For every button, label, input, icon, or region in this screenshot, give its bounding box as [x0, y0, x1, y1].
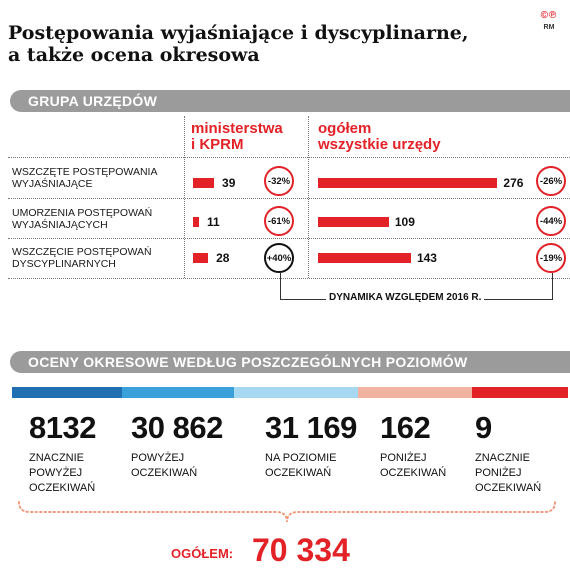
row-label-line: WSZCZĘTE POSTĘPOWANIA [12, 166, 158, 178]
dynamics-badge-all-offices-discontinued-explanatory: -44% [536, 206, 566, 236]
rating-label-below: PONIŻEJ OCZEKIWAŃ [380, 451, 446, 481]
rating-label-at-level: NA POZIOMIE OCZEKIWAŃ [265, 451, 337, 481]
bar-all-offices-initiated-disciplinary [318, 253, 411, 263]
rating-label-line: ZNACZNIE [29, 452, 84, 464]
dynamics-badge-all-offices-initiated-explanatory: -26% [536, 166, 566, 196]
rating-label-line: OCZEKIWAŃ [265, 467, 332, 479]
rating-value-far-below: 9 [475, 410, 492, 445]
title-line-2: a także ocena okresowa [8, 44, 260, 66]
bar-ministries-initiated-disciplinary [193, 253, 209, 263]
bar-all-offices-discontinued-explanatory [318, 217, 389, 227]
row-label-line: DYSCYPLINARNYCH [12, 258, 116, 270]
value-all-offices-initiated-explanatory: 276 [503, 176, 524, 190]
row-label-initiated-explanatory: WSZCZĘTE POSTĘPOWANIA WYJAŚNIAJĄCE [12, 166, 182, 190]
row-label-line: WYJAŚNIAJĄCE [12, 178, 93, 190]
column-header-ministries-line2: i KPRM [191, 136, 244, 153]
total-brace [18, 501, 556, 523]
rating-value-far-above: 8132 [29, 410, 96, 445]
rating-label-line: OCZEKIWAŃ [475, 482, 542, 494]
bar-ministries-discontinued-explanatory [193, 217, 199, 227]
rating-label-far-below: ZNACZNIE PONIŻEJ OCZEKIWAŃ [475, 451, 541, 496]
dynamics-badge-ministries-discontinued-explanatory: -61% [264, 206, 294, 236]
row-label-line: UMORZENIA POSTĘPOWAŃ [12, 207, 153, 219]
section-header-ratings: OCENY OKRESOWE WEDŁUG POSZCZEGÓLNYCH POZ… [28, 354, 468, 370]
dynamics-badge-ministries-initiated-explanatory: -32% [264, 166, 294, 196]
row-label-line: WYJAŚNIAJĄCYCH [12, 219, 108, 231]
column-header-all-offices: ogółem wszystkie urzędy [318, 121, 441, 153]
rating-label-line: NA POZIOMIE [265, 452, 337, 464]
row-separator [8, 157, 570, 158]
section-header-group: GRUPA URZĘDÓW [28, 93, 158, 109]
column-header-all-offices-line1: ogółem [318, 120, 372, 137]
value-ministries-initiated-explanatory: 39 [222, 176, 236, 190]
column-header-all-offices-line2: wszystkie urzędy [318, 136, 441, 153]
total-label: OGÓŁEM: [171, 546, 234, 561]
rating-value-below: 162 [380, 410, 431, 445]
rating-label-line: OCZEKIWAŃ [380, 467, 447, 479]
column-separator [308, 116, 309, 278]
level-color-bar [358, 387, 472, 398]
title-line-1: Postępowania wyjaśniające i dyscyplinarn… [8, 22, 469, 44]
column-separator [184, 116, 185, 278]
value-ministries-initiated-disciplinary: 28 [216, 251, 230, 265]
value-all-offices-discontinued-explanatory: 109 [394, 215, 415, 229]
level-color-bar [122, 387, 234, 398]
rating-label-line: OCZEKIWAŃ [29, 482, 96, 494]
rating-label-far-above: ZNACZNIE POWYŻEJ OCZEKIWAŃ [29, 451, 95, 496]
rating-label-line: POWYŻEJ [131, 452, 185, 464]
rating-label-line: PONIŻEJ [380, 452, 427, 464]
row-label-initiated-disciplinary: WSZCZĘCIE POSTĘPOWAŃ DYSCYPLINARNYCH [12, 246, 182, 270]
rating-label-line: PONIŻEJ [475, 467, 522, 479]
publisher-logo-sub: RM [543, 24, 555, 31]
section-header-bar [10, 351, 570, 373]
level-color-bar [472, 387, 568, 398]
column-header-ministries-line1: ministerstwa [191, 120, 283, 137]
rating-value-above: 30 862 [131, 410, 223, 445]
row-separator [8, 198, 570, 199]
row-separator [8, 238, 570, 239]
chart-title: Postępowania wyjaśniające i dyscyplinarn… [8, 22, 508, 66]
publisher-logo: ©℗ [540, 10, 558, 21]
level-color-bar [234, 387, 358, 398]
dynamics-badge-all-offices-initiated-disciplinary: -19% [536, 243, 566, 273]
rating-label-above: POWYŻEJ OCZEKIWAŃ [131, 451, 197, 481]
level-color-bar [12, 387, 122, 398]
rating-label-line: OCZEKIWAŃ [131, 467, 198, 479]
row-label-discontinued-explanatory: UMORZENIA POSTĘPOWAŃ WYJAŚNIAJĄCYCH [12, 207, 182, 231]
section-header-bar [10, 90, 570, 112]
bar-all-offices-initiated-explanatory [318, 178, 498, 188]
dynamics-badge-ministries-initiated-disciplinary: +40% [264, 243, 294, 273]
dynamics-label: DYNAMIKA WZGLĘDEM 2016 R. [326, 292, 485, 303]
value-ministries-discontinued-explanatory: 11 [206, 215, 220, 229]
rating-label-line: ZNACZNIE [475, 452, 530, 464]
column-header-ministries: ministerstwa i KPRM [191, 121, 283, 153]
row-label-line: WSZCZĘCIE POSTĘPOWAŃ [12, 246, 152, 258]
total-value: 70 334 [252, 532, 350, 568]
rating-label-line: POWYŻEJ [29, 467, 83, 479]
bar-ministries-initiated-explanatory [193, 178, 215, 188]
rating-value-at-level: 31 169 [265, 410, 357, 445]
value-all-offices-initiated-disciplinary: 143 [416, 251, 437, 265]
row-separator [8, 278, 570, 279]
